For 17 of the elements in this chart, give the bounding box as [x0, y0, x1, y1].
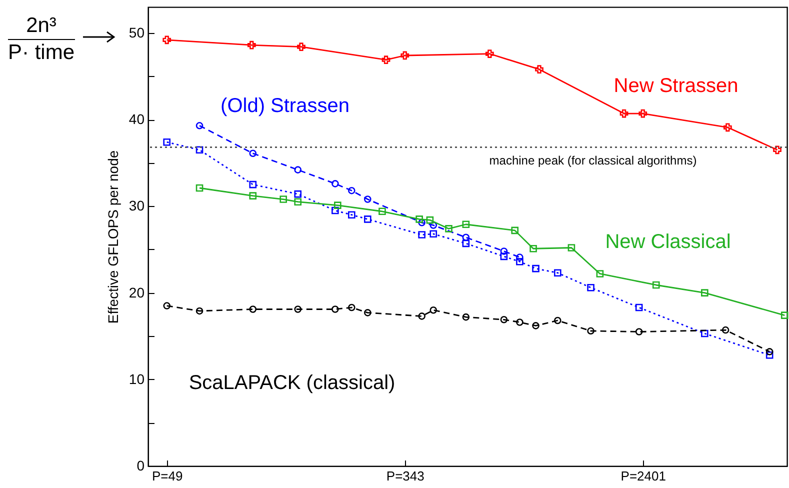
y-tick-label: 10	[128, 370, 145, 387]
series-label: New Strassen	[614, 75, 738, 97]
y-tick-label: 30	[128, 198, 145, 214]
y-tick-label: 0	[136, 458, 145, 474]
y-axis-title: Effective GFLOPS per node	[104, 150, 121, 324]
x-tick-label: P=49	[152, 468, 183, 484]
text: ScaLAPACK (classical)	[188, 372, 396, 394]
series-label: New Classical	[605, 231, 731, 253]
ref-line-label: machine peak (for classical algorithms)	[489, 153, 697, 168]
text: 2n³	[8, 14, 75, 40]
x-tick-label: P=2401	[620, 468, 666, 484]
series-label: (Old) Strassen	[220, 95, 350, 117]
x-tick-label: P=343	[386, 468, 424, 484]
y-tick-label: 20	[128, 284, 145, 300]
y-tick-label: 40	[128, 111, 145, 128]
text: P· time	[8, 40, 75, 65]
y-tick-label: 50	[128, 24, 145, 40]
